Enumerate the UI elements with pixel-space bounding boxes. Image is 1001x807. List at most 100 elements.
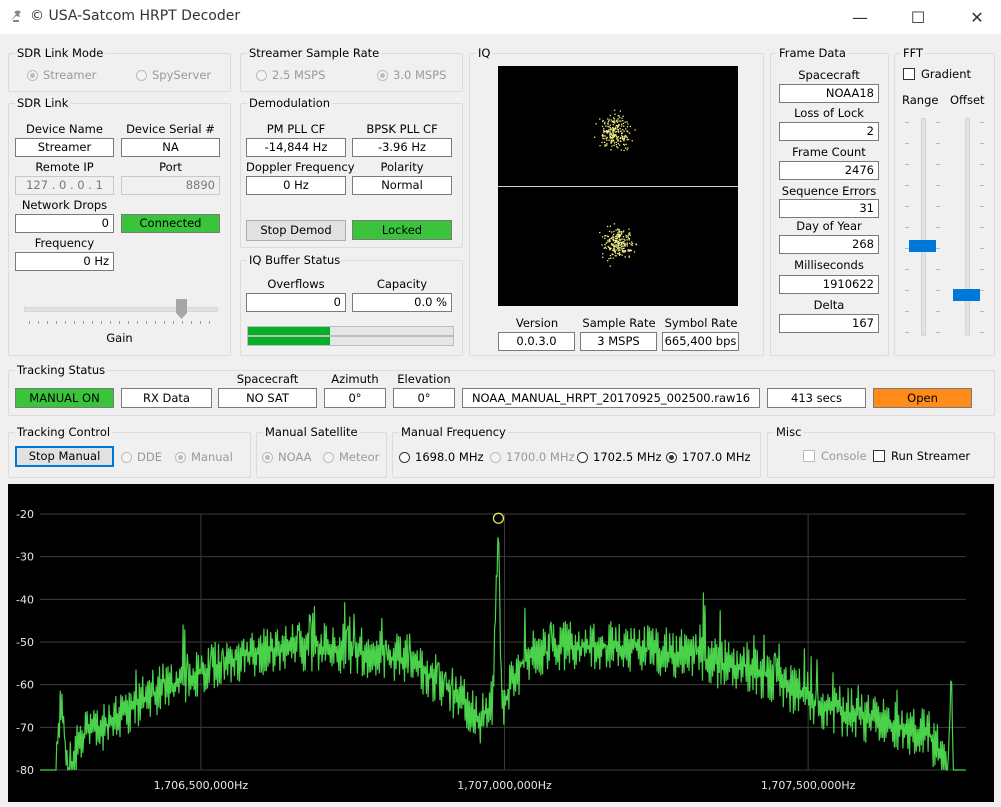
iq-point: [605, 144, 608, 146]
freq-1698-radio[interactable]: 1698.0 MHz: [399, 450, 484, 464]
overflows-field[interactable]: 0: [246, 293, 346, 312]
spyserver-radio[interactable]: SpyServer: [136, 68, 211, 82]
console-checkbox[interactable]: Console: [803, 449, 867, 463]
iq-point: [612, 131, 614, 133]
radio-indicator: [490, 451, 501, 463]
fft-y-tick-labels: -20 -30 -40 -50 -60 -70 -80: [16, 508, 34, 777]
iq-point: [628, 233, 630, 235]
device-serial-field[interactable]: NA: [121, 138, 220, 157]
iq-point: [624, 239, 626, 241]
gain-slider[interactable]: [20, 295, 220, 325]
fft-y-tick-label: -20: [16, 508, 34, 521]
iq-point: [615, 237, 617, 240]
elevation-field[interactable]: 0°: [393, 388, 455, 408]
iq-point: [618, 124, 620, 126]
offset-slider[interactable]: [953, 118, 991, 338]
symbol-rate-field[interactable]: 665,400 bps: [662, 332, 739, 351]
freq-1698-label: 1698.0 MHz: [415, 450, 484, 464]
freq-1702-5-radio[interactable]: 1702.5 MHz: [577, 450, 662, 464]
gain-tick: [110, 321, 111, 324]
streamer-radio[interactable]: Streamer: [27, 68, 96, 82]
sequence-errors-field[interactable]: 31: [779, 199, 879, 218]
device-name-field[interactable]: Streamer: [15, 138, 114, 157]
iq-point: [612, 133, 614, 135]
recording-filename-field[interactable]: NOAA_MANUAL_HRPT_20170925_002500.raw16: [462, 388, 760, 408]
meteor-radio[interactable]: Meteor: [323, 450, 379, 464]
iq-point: [635, 244, 638, 246]
dde-radio-label: DDE: [137, 450, 162, 464]
slider-tick: [980, 311, 984, 312]
range-slider[interactable]: [905, 118, 943, 338]
freq-1700-radio[interactable]: 1700.0 MHz: [490, 450, 575, 464]
day-of-year-field[interactable]: 268: [779, 235, 879, 254]
iq-point: [613, 250, 615, 252]
version-field[interactable]: 0.0.3.0: [498, 332, 575, 351]
gradient-checkbox[interactable]: Gradient: [903, 67, 971, 81]
gain-tick: [128, 321, 129, 324]
delta-field[interactable]: 167: [779, 314, 879, 333]
iq-point: [621, 251, 624, 253]
radio-indicator: [323, 451, 334, 463]
iq-point: [607, 125, 609, 128]
meteor-radio-label: Meteor: [339, 450, 380, 464]
maximize-button[interactable]: ☐: [910, 7, 926, 27]
doppler-field[interactable]: 0 Hz: [246, 176, 346, 195]
manual-radio[interactable]: Manual: [175, 450, 233, 464]
rate-3-0-radio[interactable]: 3.0 MSPS: [377, 68, 446, 82]
bpsk-pll-field[interactable]: -3.96 Hz: [352, 138, 452, 157]
capacity-field[interactable]: 0.0 %: [352, 293, 452, 312]
range-slider-thumb[interactable]: [909, 240, 936, 253]
spacecraft-field[interactable]: NOAA18: [779, 84, 879, 103]
pm-pll-field[interactable]: -14,844 Hz: [246, 138, 346, 157]
close-button[interactable]: ✕: [970, 7, 984, 27]
azimuth-field[interactable]: 0°: [324, 388, 386, 408]
range-label: Range: [902, 93, 939, 107]
iq-point: [617, 233, 619, 235]
port-field[interactable]: 8890: [121, 176, 220, 195]
iq-point: [606, 139, 608, 141]
stop-demod-button[interactable]: Stop Demod: [246, 220, 346, 241]
iq-point: [613, 129, 615, 131]
radio-indicator: [136, 69, 147, 81]
iq-point: [627, 237, 629, 239]
iq-point: [618, 233, 620, 235]
iq-point: [621, 254, 623, 256]
port-label: Port: [159, 160, 182, 174]
iq-point: [604, 145, 606, 147]
fft-group: FFT: [894, 46, 995, 356]
iq-point: [614, 240, 617, 242]
iq-point: [613, 109, 616, 111]
iq-point: [615, 237, 617, 240]
frame-count-field[interactable]: 2476: [779, 161, 879, 180]
iq-point: [630, 243, 632, 246]
recording-duration-field[interactable]: 413 secs: [767, 388, 866, 408]
milliseconds-field[interactable]: 1910622: [779, 275, 879, 294]
gain-slider-thumb[interactable]: [176, 299, 188, 319]
sample-rate-field[interactable]: 3 MSPS: [580, 332, 657, 351]
iq-point: [613, 230, 615, 233]
network-drops-field[interactable]: 0: [15, 214, 114, 233]
iq-point: [624, 243, 626, 245]
remote-ip-field[interactable]: 127 . 0 . 0 . 1: [15, 176, 114, 195]
run-streamer-checkbox[interactable]: Run Streamer: [873, 449, 970, 463]
rate-2-5-radio[interactable]: 2.5 MSPS: [256, 68, 325, 82]
iq-point: [621, 249, 623, 252]
iq-point: [620, 233, 623, 235]
noaa-radio[interactable]: NOAA: [262, 450, 312, 464]
manual-frequency-legend: Manual Frequency: [401, 425, 506, 439]
iq-point: [628, 256, 630, 258]
frequency-field[interactable]: 0 Hz: [15, 252, 114, 271]
radio-indicator: [175, 451, 186, 463]
tracking-spacecraft-field[interactable]: NO SAT: [218, 388, 317, 408]
freq-1700-label: 1700.0 MHz: [506, 450, 575, 464]
polarity-field[interactable]: Normal: [352, 176, 452, 195]
freq-1707-radio[interactable]: 1707.0 MHz: [666, 450, 751, 464]
iq-point: [602, 256, 604, 258]
dde-radio[interactable]: DDE: [121, 450, 162, 464]
stop-manual-button[interactable]: Stop Manual: [15, 446, 114, 467]
loss-of-lock-field[interactable]: 2: [779, 122, 879, 141]
open-button[interactable]: Open: [873, 388, 972, 408]
offset-slider-thumb[interactable]: [953, 289, 980, 302]
minimize-button[interactable]: —: [852, 7, 868, 27]
iq-point: [617, 244, 619, 246]
